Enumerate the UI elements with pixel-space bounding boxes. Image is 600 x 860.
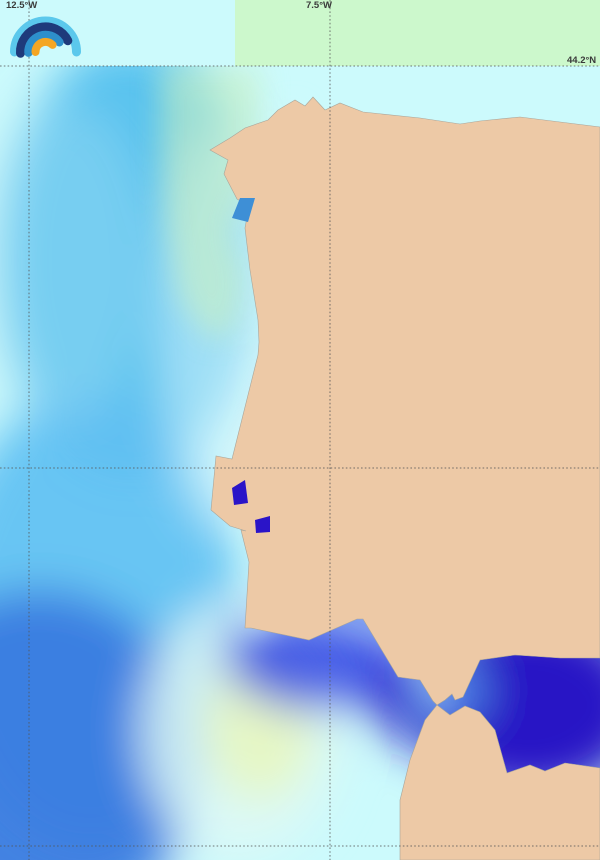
svg-text:12.5°W: 12.5°W <box>6 0 37 11</box>
svg-text:44.2°N: 44.2°N <box>567 55 596 66</box>
svg-text:7.5°W: 7.5°W <box>306 0 332 11</box>
